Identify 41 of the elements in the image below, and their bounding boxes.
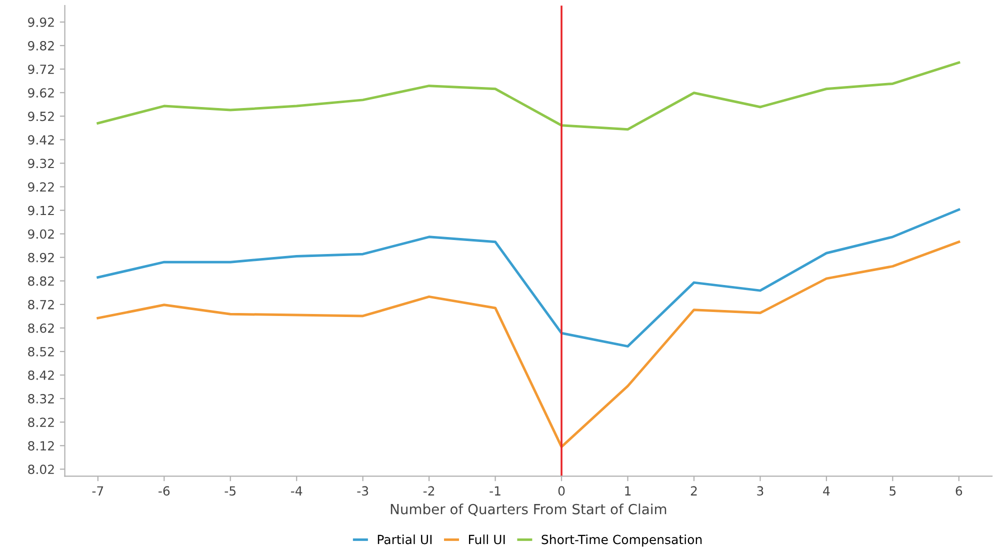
x-tick-label: 1 [625,486,631,496]
y-tick-label: 8.12 [28,441,54,451]
x-tick-label: -6 [158,486,170,496]
x-tick-label: -7 [92,486,104,496]
x-tick-label: -4 [290,486,302,496]
y-tick-label: 9.22 [28,182,54,192]
y-tick-label: 9.12 [28,206,54,216]
y-tick-label: 8.82 [28,276,54,286]
x-axis-title: Number of Quarters From Start of Claim [390,504,666,516]
x-tick-label: 2 [690,486,697,496]
y-tick-label: 8.32 [28,394,54,404]
x-tick-label: 5 [890,486,896,496]
y-tick-label: 8.52 [28,346,54,356]
x-tick-label: 3 [757,486,764,496]
y-tick-label: 8.02 [28,464,54,474]
y-tick-label: 9.62 [28,88,54,98]
legend-label: Partial UI [378,534,432,544]
line-series [96,208,960,348]
y-tick-label: 8.62 [28,323,54,333]
y-tick-label: 9.42 [28,135,54,145]
x-tick-label: -1 [490,486,500,496]
x-tick-label: -5 [224,486,236,496]
y-tick-label: 9.52 [28,112,54,122]
legend-label: Full UI [469,534,505,544]
line-series [96,61,960,131]
line-series [96,240,960,448]
y-tick-label: 8.42 [28,370,54,380]
x-tick-label: -2 [423,486,434,496]
y-tick-label: 9.92 [28,18,54,27]
y-tick-label: 9.02 [28,229,54,239]
x-tick-label: 4 [823,486,830,496]
y-tick-label: 9.72 [28,64,54,74]
x-tick-label: 6 [956,486,962,496]
y-tick-label: 9.82 [28,41,54,51]
x-tick-label: -3 [357,486,368,496]
y-tick-label: 8.22 [28,418,54,428]
y-tick-label: 8.92 [28,252,54,262]
y-tick-label: 9.32 [28,158,54,168]
y-tick-label: 8.72 [28,300,54,310]
legend-label: Short-Time Compensation [542,534,702,547]
x-tick-label: 0 [558,486,565,496]
